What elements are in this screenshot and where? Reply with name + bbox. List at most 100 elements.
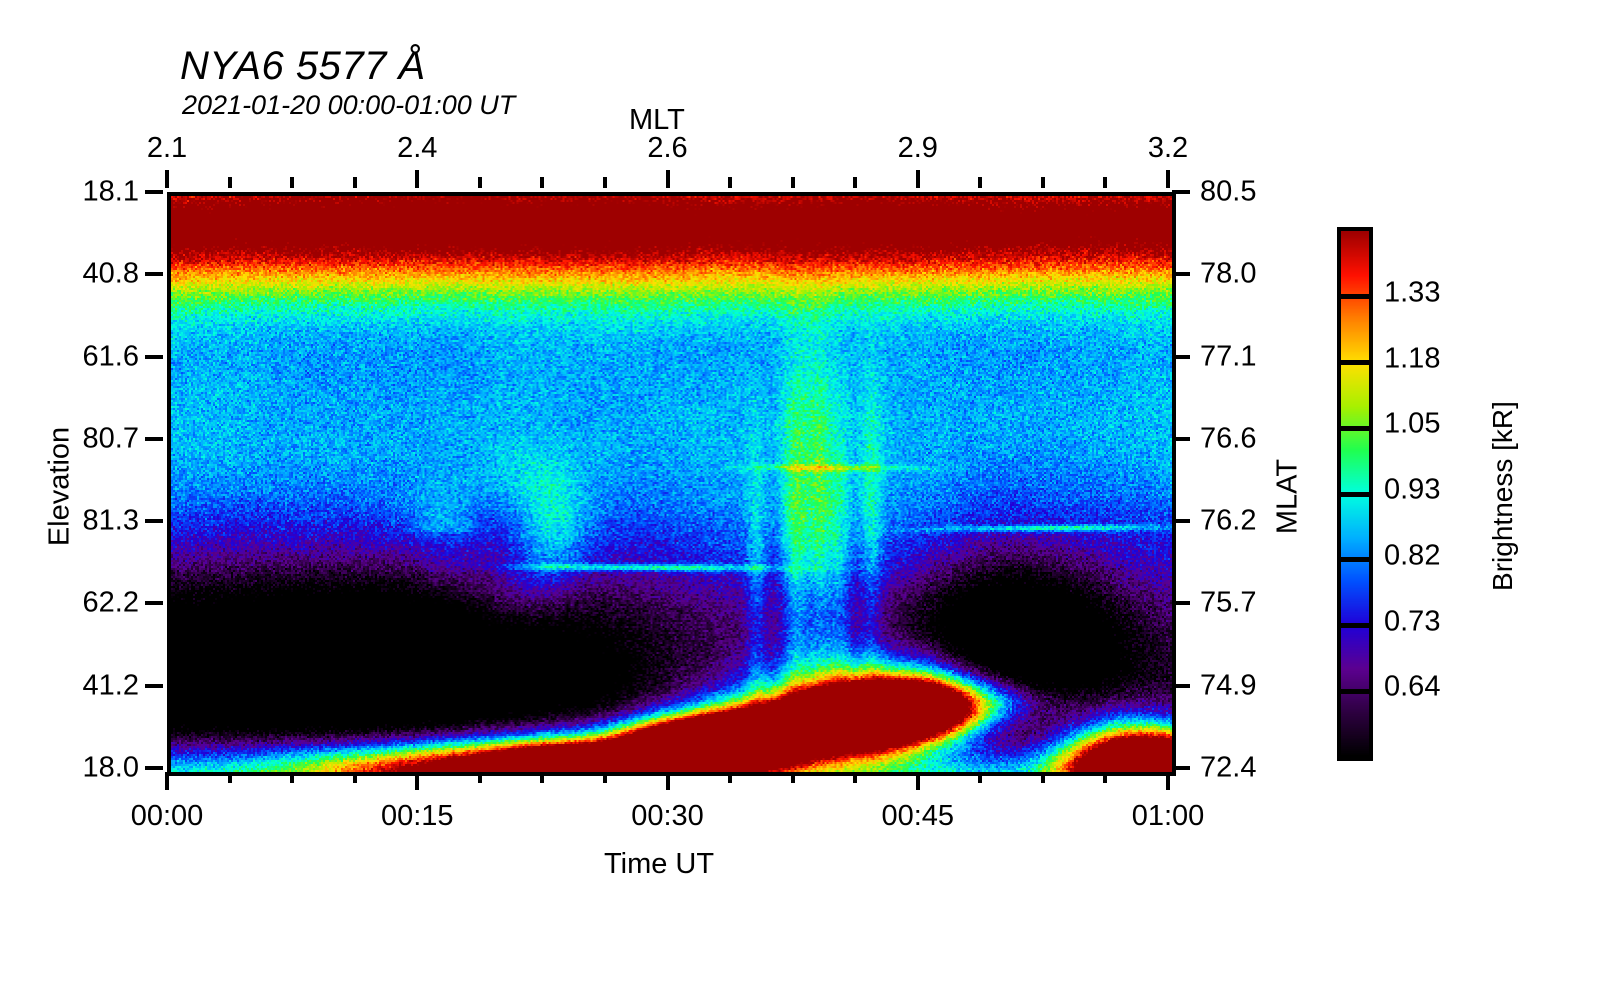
keogram-plot-area [167,192,1176,776]
left-tick [145,519,163,524]
right-axis-title: MLAT [1271,458,1304,535]
top-tick [665,170,670,188]
colorbar-tick-label: 0.73 [1384,605,1441,637]
left-tick [145,601,163,606]
right-tick-label: 74.9 [1200,669,1257,702]
top-tick-label: 2.4 [397,132,438,164]
colorbar-separator [1341,294,1369,300]
top-tick [477,177,482,188]
left-tick-label: 61.6 [82,340,139,373]
left-tick-label: 80.7 [82,422,139,455]
top-tick [978,177,983,188]
left-tick [145,272,163,277]
colorbar-tick-label: 1.18 [1384,342,1441,374]
colorbar-separator [1341,425,1369,431]
colorbar-separator [1341,688,1369,694]
bottom-tick [415,772,420,790]
top-tick [540,177,545,188]
colorbar-tick-label: 0.93 [1384,473,1441,506]
colorbar-separator [1341,491,1369,497]
left-tick [145,190,163,194]
colorbar-tick-label: 0.64 [1384,670,1441,703]
left-tick [145,766,163,770]
right-tick-label: 77.1 [1200,340,1257,373]
left-tick-label: 40.8 [82,257,139,290]
top-tick-label: 3.2 [1147,132,1189,164]
top-tick-label: 2.6 [647,132,688,164]
bottom-tick [978,772,983,783]
top-tick [790,177,795,188]
right-tick-label: 75.7 [1200,586,1257,619]
top-tick [1040,177,1045,188]
left-tick [145,354,163,359]
bottom-tick-label: 00:15 [380,800,454,832]
left-tick [145,436,163,441]
colorbar [1337,227,1373,761]
bottom-tick [1166,772,1170,790]
top-tick [1103,177,1108,188]
colorbar-title: Brightness [kR] [1487,401,1518,591]
bottom-tick [540,772,545,783]
right-tick-label: 72.4 [1200,751,1257,784]
bottom-tick [665,772,670,790]
colorbar-separator [1341,557,1369,563]
top-tick [415,170,420,188]
left-tick-label: 18.0 [82,751,139,784]
bottom-axis-title: Time UT [604,848,715,880]
right-tick-label: 76.6 [1200,422,1257,455]
bottom-tick [477,772,482,783]
top-tick-label: 2.1 [146,132,188,164]
bottom-tick [853,772,858,783]
colorbar-tick-label: 1.33 [1384,276,1441,309]
bottom-tick-label: 00:45 [881,800,955,832]
top-tick [165,170,169,188]
left-tick-label: 18.1 [82,175,139,208]
bottom-tick [1040,772,1045,783]
left-tick [145,683,163,688]
colorbar-separator [1341,360,1369,365]
left-axis-title: Elevation [43,426,76,547]
colorbar-tick-label: 1.05 [1384,407,1441,440]
top-tick [227,177,232,188]
top-tick [915,170,920,188]
bottom-tick-label: 00:00 [130,800,204,832]
left-tick-label: 62.2 [82,586,139,619]
bottom-tick-label: 00:30 [631,800,704,832]
right-tick-label: 80.5 [1200,175,1257,208]
right-tick [1172,436,1190,441]
bottom-tick [290,772,295,783]
bottom-tick-label: 01:00 [1131,800,1205,832]
right-tick-label: 78.0 [1200,257,1257,290]
right-tick [1172,190,1190,194]
bottom-tick [1103,772,1108,783]
right-tick [1172,601,1190,606]
top-tick [853,177,858,188]
page-subtitle: 2021-01-20 00:00-01:00 UT [182,90,516,120]
bottom-tick [728,772,733,783]
top-axis-title: MLT [629,104,685,136]
right-tick [1172,354,1190,359]
page-title: NYA6 5577 Å [180,44,426,88]
colorbar-separator [1341,623,1369,628]
top-tick [1166,170,1170,188]
colorbar-tick-label: 0.82 [1384,539,1441,572]
top-tick [728,177,733,188]
bottom-tick [790,772,795,783]
bottom-tick [165,772,169,790]
bottom-tick [915,772,920,790]
left-tick-label: 81.3 [82,504,139,537]
bottom-tick [227,772,232,783]
left-tick-label: 41.2 [82,669,139,702]
top-tick [290,177,295,188]
right-tick [1172,519,1190,524]
bottom-tick [602,772,607,783]
right-tick [1172,683,1190,688]
keogram-image [171,196,1172,772]
top-tick [602,177,607,188]
bottom-tick [352,772,357,783]
right-tick [1172,766,1190,770]
top-tick-label: 2.9 [897,132,938,164]
right-tick-label: 76.2 [1200,504,1257,537]
right-tick [1172,272,1190,277]
